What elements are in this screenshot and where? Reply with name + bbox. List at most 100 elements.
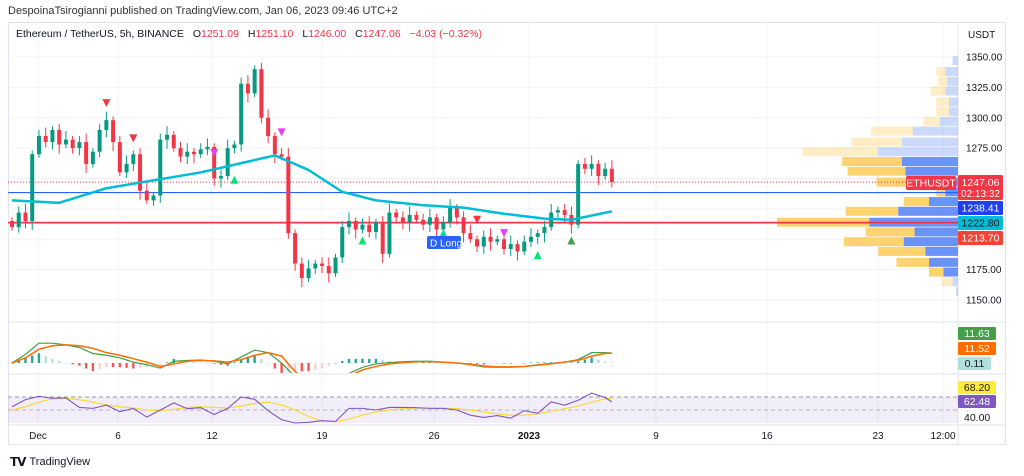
poc-level-tag: 1222.80 xyxy=(962,218,1000,230)
symbol-title[interactable]: Ethereum / TetherUS, 5h, BINANCE xyxy=(16,28,184,40)
volume-profile-down-bar xyxy=(923,116,940,126)
macd-histogram-bar xyxy=(442,363,445,364)
macd-pane xyxy=(10,342,614,373)
candle-body xyxy=(30,154,35,222)
candle-body xyxy=(185,151,190,157)
macd-histogram-bar xyxy=(213,363,216,364)
candle-body xyxy=(320,263,325,266)
volume-profile-up-bar xyxy=(956,286,958,296)
candle-body xyxy=(461,217,466,234)
high-value: 1251.10 xyxy=(255,28,294,40)
candle-body xyxy=(239,83,244,145)
brand-name[interactable]: TradingView xyxy=(29,456,91,468)
time-tick-label: Dec xyxy=(29,431,47,442)
candle-body xyxy=(299,263,304,279)
time-tick-label: 23 xyxy=(872,431,884,442)
candle-body xyxy=(225,148,230,177)
candle-body xyxy=(582,163,587,169)
macd-histogram-bar xyxy=(496,363,499,364)
rsi-level-label: 40.00 xyxy=(964,412,990,424)
macd-histogram-bar xyxy=(246,356,250,363)
candle-body xyxy=(245,83,250,94)
tradingview-logo-icon[interactable]: 𝗧𝗩 xyxy=(10,455,27,469)
buy-signal-triangle-icon xyxy=(358,236,367,245)
candle-body xyxy=(306,268,311,279)
candle-body xyxy=(131,154,136,164)
signal-label-text: D Long xyxy=(430,239,462,250)
rsi-ma-value-tag-bg xyxy=(958,381,996,394)
macd-histogram-bar xyxy=(233,362,236,363)
buy-signal-triangle-icon xyxy=(439,229,448,238)
candle-body xyxy=(84,142,89,164)
candle-body xyxy=(603,168,608,177)
macd-histogram-bar xyxy=(206,363,209,364)
macd-histogram-bar xyxy=(374,358,378,363)
candle-body xyxy=(259,69,264,118)
rsi-value-tag-bg xyxy=(958,395,996,408)
volume-profile-up-bar xyxy=(901,137,958,147)
macd-histogram-bar xyxy=(57,360,61,363)
sell-signal-triangle-icon xyxy=(277,128,286,137)
price-tick-label: 1150.00 xyxy=(966,296,1002,307)
time-tick-label: 16 xyxy=(761,431,773,442)
candle-body xyxy=(448,207,453,223)
volume-profile-up-bar xyxy=(903,237,958,247)
volume-profile-up-bar xyxy=(952,56,958,66)
symbol-tag-bg xyxy=(906,176,956,190)
macd-histogram-bar xyxy=(583,359,587,363)
histogram-value-tag-bg xyxy=(958,357,991,370)
macd-histogram-bar xyxy=(428,362,432,363)
volume-profile-up-bar xyxy=(905,166,958,176)
volume-profile-up-bar xyxy=(952,277,958,287)
buy-signal-triangle-icon xyxy=(230,175,239,184)
low-label: L xyxy=(302,28,309,40)
candle-body xyxy=(387,212,392,254)
candle-body xyxy=(218,176,223,179)
candle-body xyxy=(421,219,426,225)
sell-signal-triangle-icon xyxy=(473,215,482,224)
volume-profile-up-bar xyxy=(943,267,958,277)
time-tick-label: 12:00 xyxy=(930,431,955,442)
time-tick-label: 6 xyxy=(115,431,121,442)
volume-profile-down-bar xyxy=(936,107,949,117)
rsi-ma-line xyxy=(11,397,612,423)
volume-profile-up-bar xyxy=(878,147,958,157)
macd-histogram-bar xyxy=(347,358,351,363)
candle-body xyxy=(373,222,378,232)
macd-histogram-bar xyxy=(293,363,297,372)
candle-body xyxy=(434,217,439,230)
macd-value-tag-bg xyxy=(958,327,996,340)
volume-profile-down-bar xyxy=(941,277,953,287)
macd-histogram-bar xyxy=(563,363,566,364)
candle-body xyxy=(178,148,183,157)
time-tick-label: 19 xyxy=(316,431,328,442)
time-tick-label: 12 xyxy=(206,431,218,442)
poc-level-tag-bg xyxy=(958,216,1003,230)
candle-body xyxy=(340,227,345,258)
macd-histogram-bar xyxy=(17,360,20,363)
macd-histogram-bar xyxy=(516,363,519,364)
candle-body xyxy=(441,222,446,230)
candle-body xyxy=(522,241,527,252)
candle-body xyxy=(151,195,156,201)
macd-histogram-bar xyxy=(381,359,384,363)
volume-profile-up-bar xyxy=(945,187,958,197)
currency-label: USDT xyxy=(968,30,995,41)
macd-histogram-bar xyxy=(125,363,128,368)
volume-profile-up-bar xyxy=(929,197,958,207)
candle-body xyxy=(394,212,399,218)
macd-histogram-bar xyxy=(300,363,304,372)
macd-histogram-bar xyxy=(111,363,115,368)
price-tick-label: 1350.00 xyxy=(966,53,1003,64)
volume-profile-down-bar xyxy=(876,177,908,187)
last-price-tag: 1247.06 xyxy=(962,177,1000,189)
volume-profile-up-bar xyxy=(948,107,958,117)
macd-histogram-bar xyxy=(192,361,196,363)
volume-profile-up-bar xyxy=(947,76,958,86)
volume-profile-up-bar xyxy=(898,206,958,216)
candle-body xyxy=(427,217,432,225)
candle-body xyxy=(454,207,459,218)
chart-frame xyxy=(8,22,1006,445)
sell-signal-triangle-icon xyxy=(500,229,509,238)
